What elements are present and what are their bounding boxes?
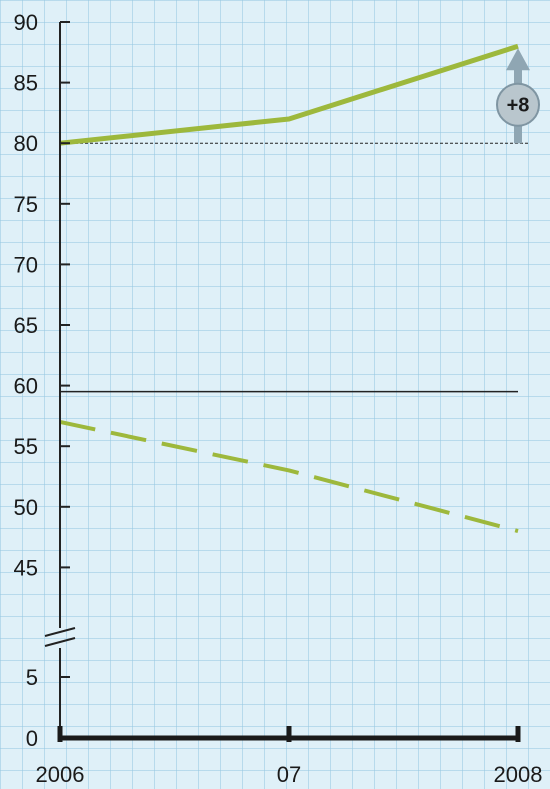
- axes: [44, 21, 521, 742]
- y-tick-label: 45: [14, 555, 38, 580]
- y-tick-label: 85: [14, 71, 38, 96]
- axis-break-mark-1: [44, 627, 76, 637]
- y-tick-label: 80: [14, 131, 38, 156]
- series-lines: [59, 43, 519, 533]
- y-tick-label: 50: [14, 495, 38, 520]
- y-tick-label: 65: [14, 313, 38, 338]
- x-tick-label: 2008: [494, 762, 543, 787]
- annotation-badge: [496, 82, 540, 127]
- y-tick-label: 75: [14, 192, 38, 217]
- series-line-dashed: [59, 420, 519, 533]
- reference-lines: [60, 142, 530, 393]
- annotation-arrow-head: [506, 48, 530, 71]
- series-line-solid: [59, 43, 519, 146]
- change-annotation: +8: [496, 48, 540, 144]
- y-tick-label: 0: [26, 726, 38, 751]
- x-tick-label: 2006: [36, 762, 85, 787]
- y-tick-label: 5: [26, 665, 38, 690]
- y-tick-label: 70: [14, 252, 38, 277]
- annotation-badge-text: +8: [507, 95, 530, 117]
- y-tick-label: 90: [14, 10, 38, 35]
- y-tick-label: 60: [14, 374, 38, 399]
- y-tick-label: 55: [14, 434, 38, 459]
- axis-break-mark-2: [44, 637, 76, 647]
- x-tick-label: 07: [277, 762, 301, 787]
